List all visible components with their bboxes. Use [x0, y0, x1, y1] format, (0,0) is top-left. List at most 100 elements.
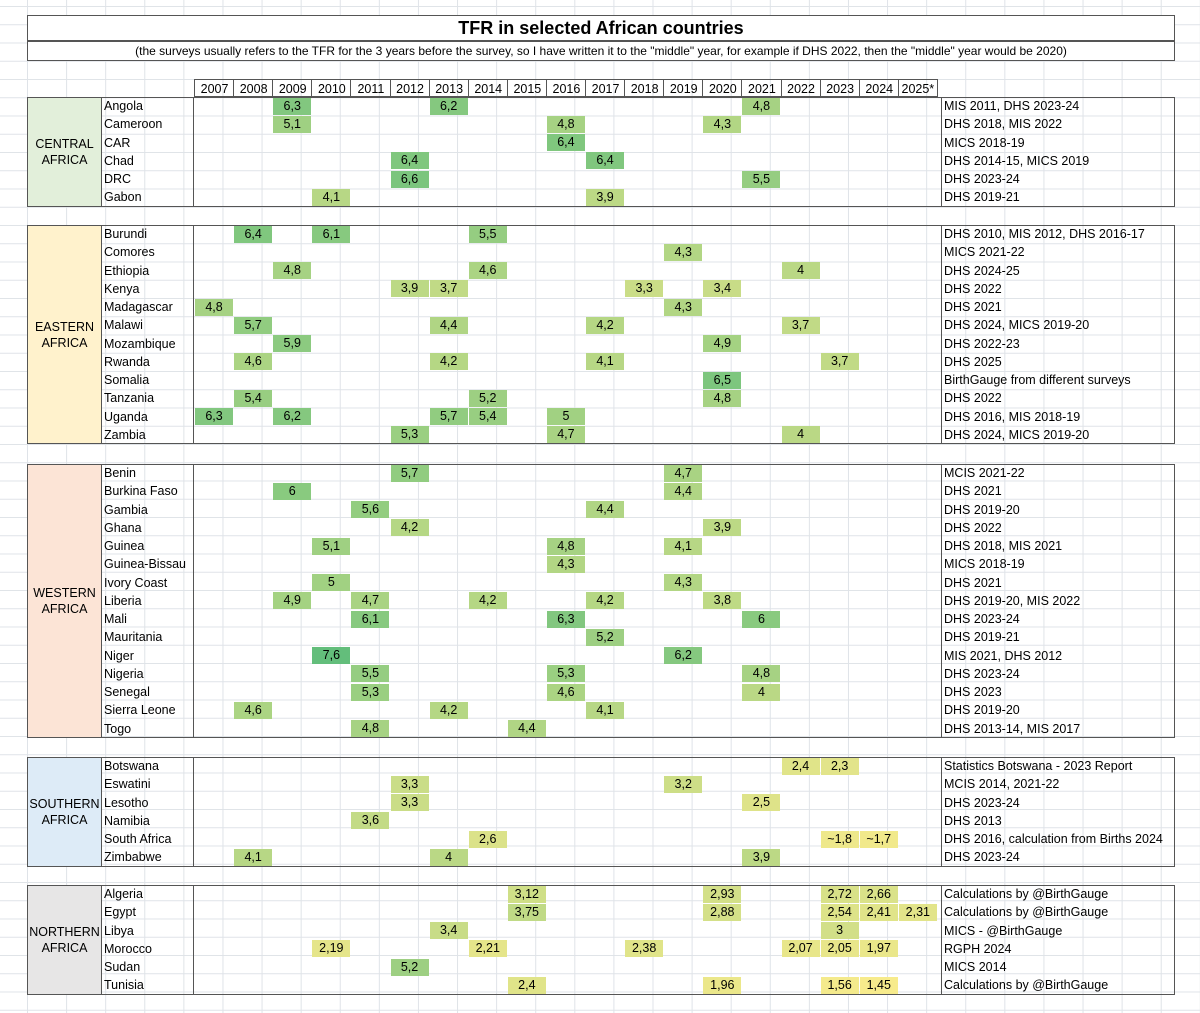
source-note-malawi: DHS 2024, MICS 2019-20: [944, 318, 1090, 333]
year-header-2022: 2022: [780, 79, 821, 97]
tfr-cell-mozambique-2020: 4,9: [703, 335, 742, 352]
tfr-cell-angola-2013: 6,2: [429, 97, 468, 115]
title-text: TFR in selected African countries: [458, 17, 744, 38]
country-name-somalia: Somalia: [104, 373, 150, 387]
country-name-tunisia: Tunisia: [104, 978, 144, 993]
country-name-gambia: Gambia: [104, 502, 148, 517]
source-note-sudan: MICS 2014: [944, 960, 1007, 974]
tfr-cell-botswana-2022: 2,4: [781, 757, 820, 775]
tfr-cell-angola-2021: 4,8: [742, 97, 781, 115]
tfr-cell-kenya-2013: 3,7: [429, 280, 468, 298]
tfr-cell-morocco-2010: 2,19: [312, 940, 351, 958]
tfr-cell-morocco-2022: 2,07: [781, 940, 820, 958]
tfr-cell-malawi-2013: 4,4: [429, 316, 468, 334]
tfr-cell-algeria-2015: 3,12: [507, 885, 546, 903]
subtitle-text: (the surveys usually refers to the TFR f…: [135, 44, 1067, 58]
country-name-zimbabwe: Zimbabwe: [104, 850, 162, 865]
region-label: WESTERN AFRICA: [33, 585, 96, 616]
tfr-cell-egypt-2015: 3,75: [507, 903, 546, 921]
country-name-eswatini: Eswatini: [104, 777, 151, 792]
tfr-cell-niger-2010: 7,6: [312, 647, 351, 664]
source-note-namibia: DHS 2013: [944, 813, 1002, 828]
sheet-subtitle: (the surveys usually refers to the TFR f…: [27, 41, 1175, 61]
region-label: EASTERN AFRICA: [34, 319, 95, 350]
country-name-drc: DRC: [104, 172, 132, 186]
source-note-burkina-faso: DHS 2021: [944, 484, 1002, 499]
source-note-niger: MIS 2021, DHS 2012: [944, 648, 1063, 663]
tfr-cell-cameroon-2020: 4,3: [703, 115, 742, 133]
country-name-ghana: Ghana: [104, 520, 142, 535]
tfr-cell-gabon-2010: 4,1: [312, 188, 351, 206]
tfr-cell-drc-2012: 6,6: [390, 170, 429, 188]
country-name-botswana: Botswana: [104, 759, 159, 773]
year-header-2015: 2015: [506, 79, 547, 97]
source-note-senegal: DHS 2023: [944, 685, 1002, 699]
tfr-cell-tanzania-2020: 4,8: [703, 389, 742, 407]
tfr-cell-guinea-2010: 5,1: [312, 537, 351, 555]
year-header-2008: 2008: [233, 79, 274, 97]
source-note-nigeria: DHS 2023-24: [944, 666, 1020, 681]
tfr-cell-zimbabwe-2021: 3,9: [742, 848, 781, 866]
tfr-cell-algeria-2023: 2,72: [820, 885, 859, 903]
tfr-cell-algeria-2024: 2,66: [859, 885, 898, 903]
country-name-zambia: Zambia: [104, 427, 146, 442]
source-note-morocco: RGPH 2024: [944, 941, 1012, 956]
tfr-cell-zimbabwe-2013: 4: [429, 848, 468, 866]
tfr-cell-lesotho-2021: 2,5: [742, 794, 781, 811]
notes-column-eastern-africa: [941, 225, 1175, 444]
tfr-cell-angola-2009: 6,3: [273, 97, 312, 115]
year-header-2019: 2019: [663, 79, 704, 97]
tfr-cell-kenya-2012: 3,9: [390, 280, 429, 298]
notes-column-southern-africa: [941, 757, 1175, 867]
source-note-gambia: DHS 2019-20: [944, 502, 1020, 517]
tfr-cell-kenya-2018: 3,3: [625, 280, 664, 298]
source-note-tanzania: DHS 2022: [944, 391, 1002, 406]
tfr-cell-burkina-faso-2009: 6: [273, 482, 312, 500]
year-header-2016: 2016: [545, 79, 586, 97]
tfr-cell-morocco-2024: 1,97: [859, 940, 898, 958]
source-note-burundi: DHS 2010, MIS 2012, DHS 2016-17: [944, 227, 1145, 241]
tfr-cell-car-2016: 6,4: [546, 134, 585, 151]
country-name-senegal: Senegal: [104, 685, 150, 699]
country-name-liberia: Liberia: [104, 593, 142, 608]
country-name-gabon: Gabon: [104, 190, 142, 205]
year-header-2017: 2017: [585, 79, 626, 97]
year-header-2021: 2021: [741, 79, 782, 97]
source-note-gabon: DHS 2019-21: [944, 190, 1020, 205]
country-name-egypt: Egypt: [104, 905, 136, 920]
tfr-cell-zimbabwe-2008: 4,1: [234, 848, 273, 866]
source-note-guinea-bissau: MICS 2018-19: [944, 557, 1025, 572]
tfr-cell-libya-2013: 3,4: [429, 922, 468, 939]
region-eastern-africa: EASTERN AFRICA: [27, 225, 102, 444]
notes-column-central-africa: [941, 97, 1175, 207]
tfr-cell-burundi-2010: 6,1: [312, 225, 351, 243]
tfr-cell-mauritania-2017: 5,2: [586, 628, 625, 646]
tfr-cell-liberia-2020: 3,8: [703, 592, 742, 610]
tfr-cell-gambia-2011: 5,6: [351, 501, 390, 518]
country-name-mauritania: Mauritania: [104, 630, 163, 645]
source-note-angola: MIS 2011, DHS 2023-24: [944, 99, 1080, 113]
year-header-2007: 2007: [194, 79, 235, 97]
tfr-cell-burundi-2008: 6,4: [234, 225, 273, 243]
region-central-africa: CENTRAL AFRICA: [27, 97, 102, 207]
country-name-guinea-bissau: Guinea-Bissau: [104, 557, 186, 572]
country-name-cameroon: Cameroon: [104, 117, 163, 132]
country-name-tanzania: Tanzania: [104, 391, 155, 406]
tfr-cell-liberia-2014: 4,2: [468, 592, 507, 610]
tfr-cell-guinea-bissau-2016: 4,3: [546, 555, 585, 573]
year-header-2023: 2023: [819, 79, 860, 97]
sheet-title: TFR in selected African countries: [27, 15, 1175, 41]
country-name-madagascar: Madagascar: [104, 300, 173, 314]
source-note-guinea: DHS 2018, MIS 2021: [944, 539, 1063, 553]
tfr-cell-zambia-2016: 4,7: [546, 426, 585, 444]
region-northern-africa: NORTHERN AFRICA: [27, 885, 102, 995]
country-name-morocco: Morocco: [104, 941, 152, 956]
tfr-cell-uganda-2014: 5,4: [468, 408, 507, 425]
source-note-madagascar: DHS 2021: [944, 300, 1002, 314]
country-name-togo: Togo: [104, 721, 132, 736]
country-name-burkina-faso: Burkina Faso: [104, 484, 178, 499]
tfr-cell-morocco-2018: 2,38: [625, 940, 664, 958]
tfr-cell-tunisia-2023: 1,56: [820, 976, 859, 994]
tfr-cell-uganda-2009: 6,2: [273, 408, 312, 425]
notes-column-northern-africa: [941, 885, 1175, 995]
